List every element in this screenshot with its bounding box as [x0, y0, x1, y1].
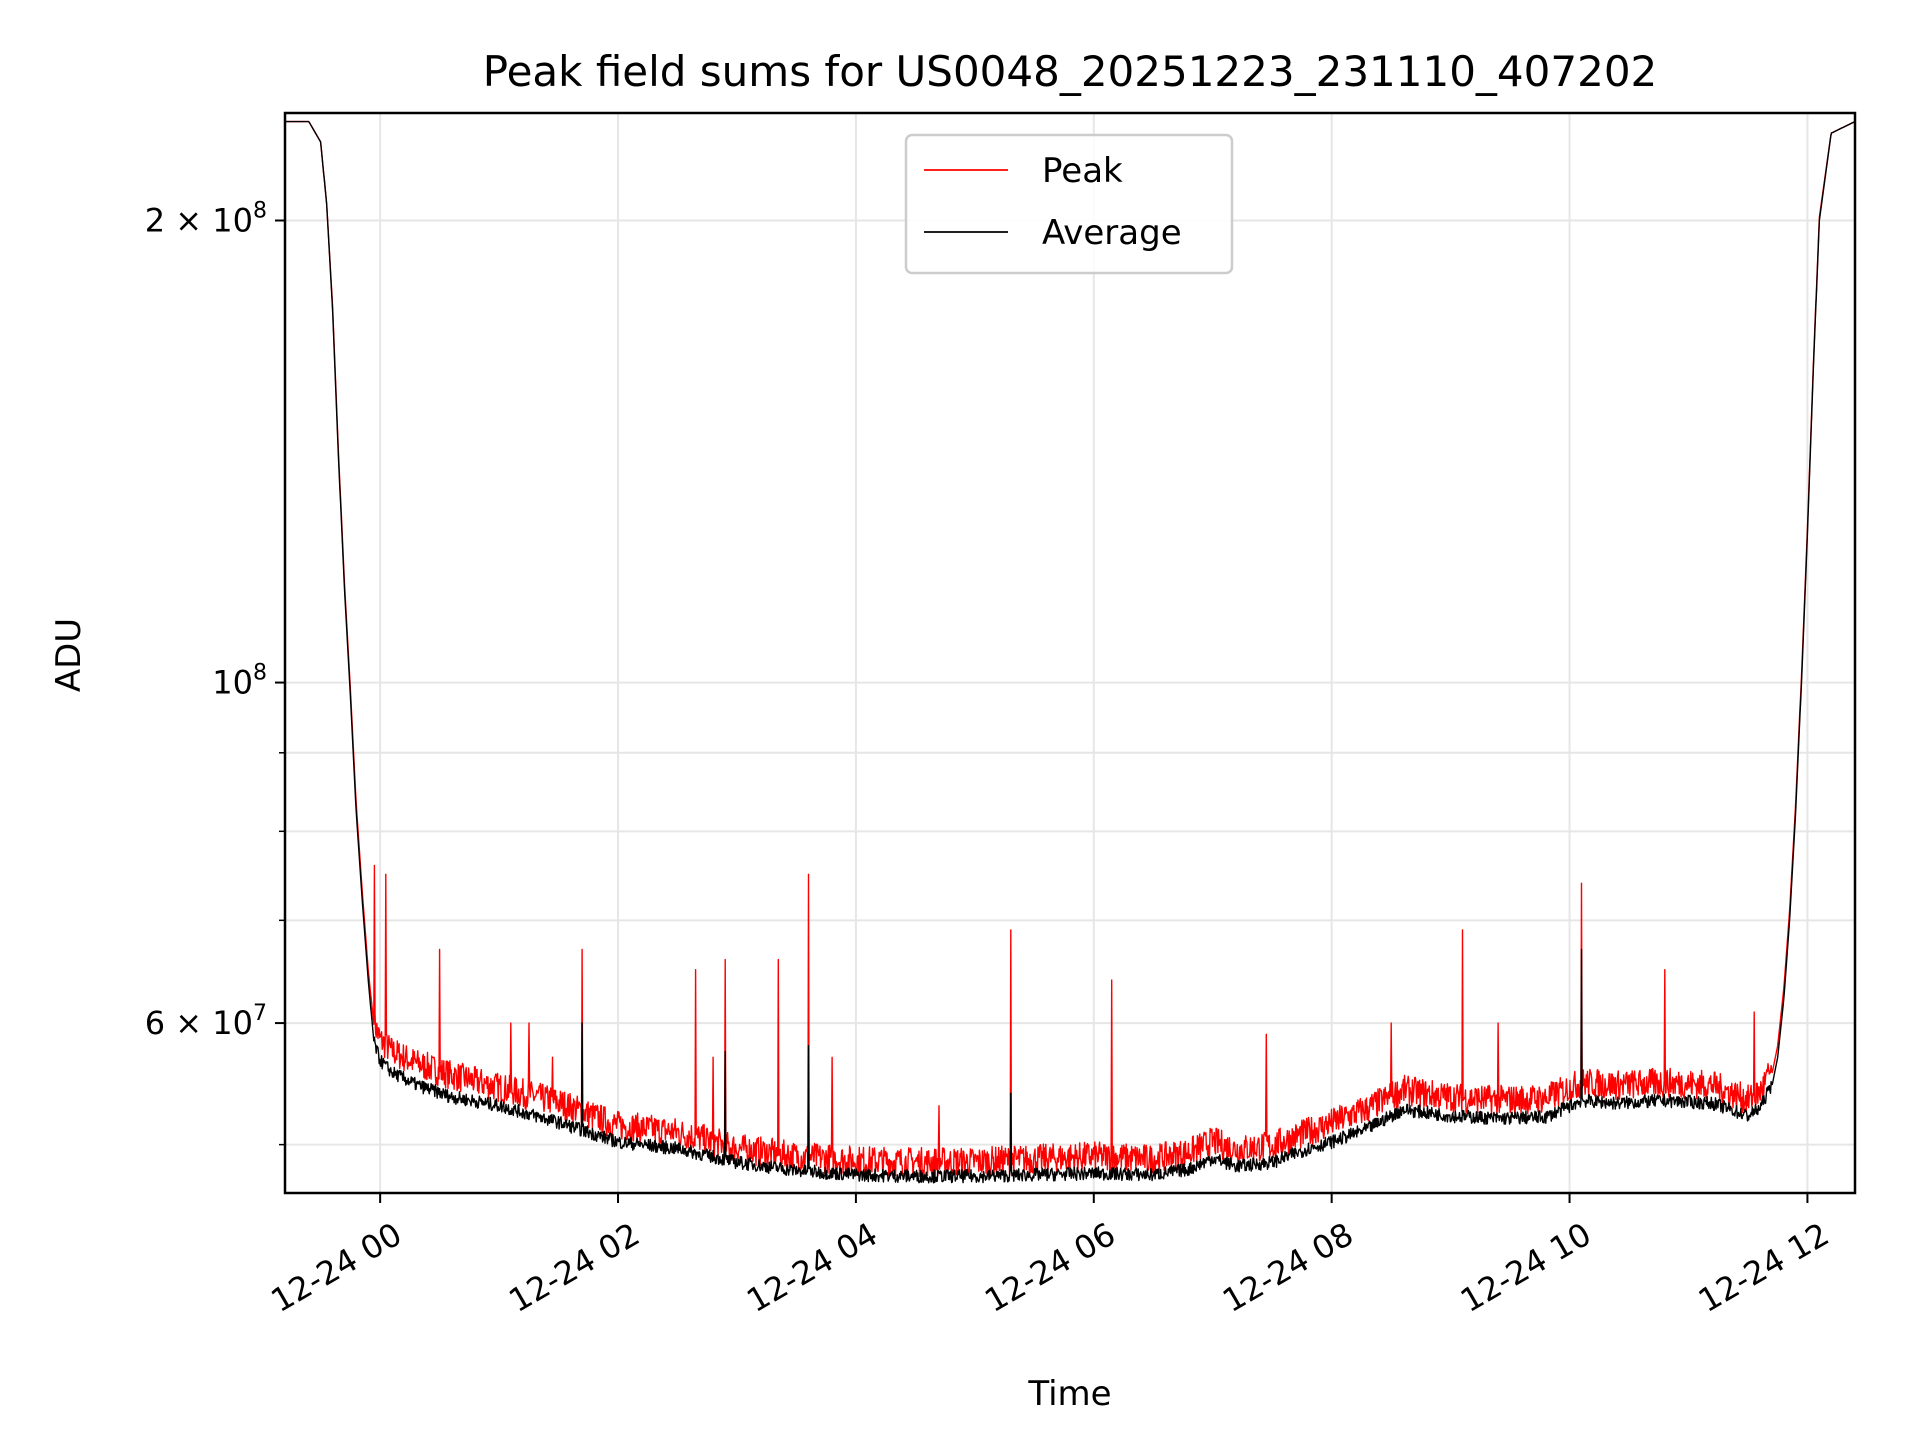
- series-line-average: [285, 120, 1855, 1184]
- y-tick-label: 6 × 107: [145, 1001, 267, 1042]
- y-tick-label: 2 × 108: [145, 199, 267, 240]
- grid: [285, 113, 1855, 1193]
- y-tick-label: 108: [212, 661, 267, 702]
- legend-peak-label: Peak: [1042, 151, 1123, 191]
- y-axis: 108 2 × 108 6 × 107: [145, 199, 285, 1146]
- x-axis-label: Time: [1027, 1374, 1111, 1414]
- chart-title: Peak field sums for US0048_20251223_2311…: [483, 47, 1658, 96]
- legend-average-label: Average: [1042, 213, 1182, 253]
- plot-frame: [283, 111, 1857, 1195]
- legend: Peak Average: [904, 133, 1234, 275]
- series-layer: [285, 120, 1855, 1184]
- y-axis-label: ADU: [49, 618, 89, 692]
